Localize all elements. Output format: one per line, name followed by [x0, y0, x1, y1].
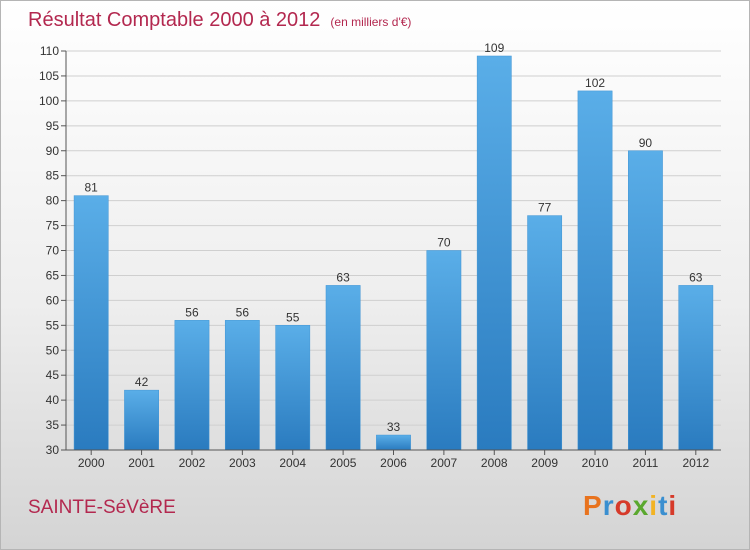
x-tick-label-2004: 2004	[279, 456, 306, 470]
bar-2005	[325, 285, 361, 451]
y-tick-label: 100	[39, 94, 59, 108]
x-tick-label-2012: 2012	[682, 456, 709, 470]
x-tick-label-2010: 2010	[582, 456, 609, 470]
x-tick-label-2000: 2000	[78, 456, 105, 470]
logo-letter: P	[583, 490, 603, 521]
x-tick-label-2005: 2005	[330, 456, 357, 470]
y-tick-label: 80	[46, 194, 60, 208]
x-tick-label-2001: 2001	[128, 456, 155, 470]
bar-2000	[73, 195, 109, 451]
value-label-2012: 63	[689, 270, 703, 284]
value-label-2009: 77	[538, 201, 552, 215]
y-tick-label: 40	[46, 393, 60, 407]
bar-2004	[275, 325, 311, 451]
proxiti-logo[interactable]: Proxiti	[583, 490, 677, 522]
logo-letter: x	[632, 490, 650, 521]
logo-letter: i	[668, 490, 678, 521]
y-tick-label: 70	[46, 244, 60, 258]
bar-2008	[476, 55, 512, 451]
chart-subtitle: (en milliers d'€)	[330, 15, 412, 29]
y-axis: 30 35 40 45 50 55 60 65 70 75 80 85 90 95 100 105 110	[39, 44, 67, 457]
bar-2006	[376, 434, 411, 451]
bar-2012	[678, 285, 714, 451]
y-tick-label: 65	[46, 268, 60, 282]
value-label-2003: 56	[236, 305, 250, 319]
logo-letter: o	[614, 490, 633, 521]
y-tick-label: 60	[46, 293, 60, 307]
y-tick-label: 90	[46, 144, 60, 158]
y-tick-label: 95	[46, 119, 60, 133]
place-name: SAINTE-SéVèRE	[28, 497, 176, 518]
x-tick-label-2007: 2007	[431, 456, 458, 470]
value-label-2006: 33	[387, 420, 401, 434]
y-tick-label: 110	[40, 44, 59, 58]
bar-2001	[124, 389, 159, 451]
logo-letter: r	[602, 490, 615, 521]
logo-letter: i	[649, 490, 659, 521]
bar-2010	[577, 90, 613, 451]
y-tick-label: 85	[46, 169, 60, 183]
x-tick-label-2011: 2011	[633, 456, 659, 470]
bar-2009	[527, 215, 563, 451]
x-tick-label-2006: 2006	[380, 456, 407, 470]
x-tick-label-2008: 2008	[481, 456, 508, 470]
value-label-2005: 63	[336, 270, 350, 284]
bar-2007	[426, 250, 462, 451]
bars: 81 42 56 56 55 63 33 70 109 77 102 90 63	[73, 41, 714, 451]
grid-lines	[66, 50, 721, 451]
bar-2002	[174, 320, 210, 451]
y-tick-label: 45	[46, 368, 60, 382]
bar-2011	[628, 150, 663, 451]
x-tick-label-2003: 2003	[229, 456, 256, 470]
value-label-2001: 42	[135, 375, 149, 389]
value-label-2002: 56	[185, 305, 199, 319]
x-tick-label-2009: 2009	[531, 456, 558, 470]
y-tick-label: 35	[46, 418, 60, 432]
y-tick-label: 105	[39, 69, 59, 83]
y-tick-label: 30	[46, 443, 60, 457]
value-label-2010: 102	[585, 76, 605, 90]
value-label-2000: 81	[85, 181, 99, 195]
value-label-2007: 70	[437, 236, 451, 250]
chart-title-text: Résultat Comptable 2000 à 2012	[28, 9, 321, 31]
bar-2003	[224, 320, 260, 451]
y-tick-label: 50	[46, 343, 60, 357]
logo-letter: t	[658, 490, 669, 521]
value-label-2008: 109	[484, 41, 504, 55]
y-tick-label: 75	[46, 219, 60, 233]
y-tick-label: 55	[46, 318, 60, 332]
x-tick-label-2002: 2002	[179, 456, 206, 470]
x-axis: 2000 2001 2002 2003 2004 2005 2006 2007 2008 2009…	[66, 449, 721, 470]
chart-title: Résultat Comptable 2000 à 2012 (en millie…	[28, 9, 411, 32]
value-label-2011: 90	[639, 136, 653, 150]
value-label-2004: 55	[286, 310, 300, 324]
